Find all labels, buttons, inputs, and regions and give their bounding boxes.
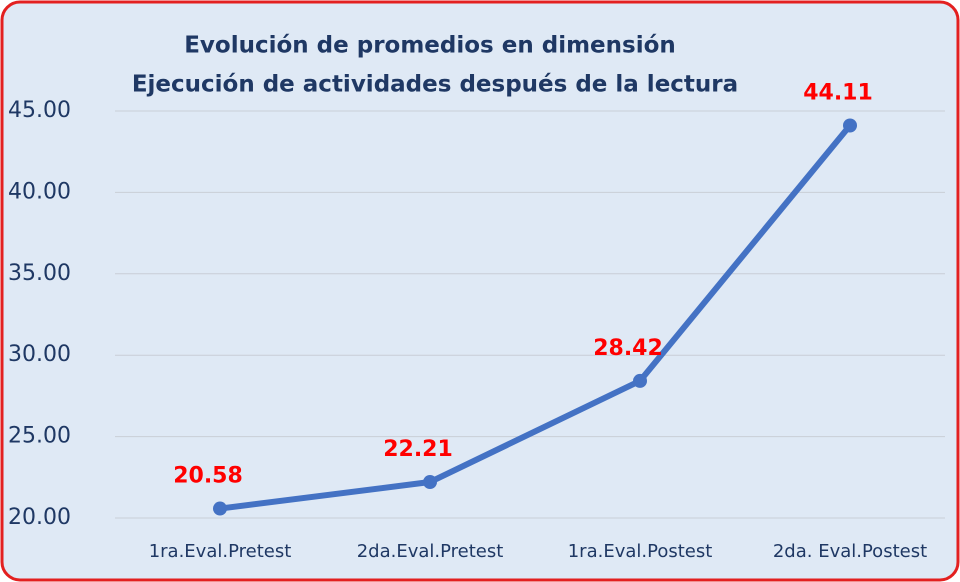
y-tick-label: 30.00 (8, 342, 71, 367)
data-point (843, 118, 857, 133)
data-label: 20.58 (173, 464, 243, 489)
y-tick-label: 20.00 (8, 505, 71, 530)
y-tick-label: 40.00 (8, 179, 71, 204)
data-label: 22.21 (383, 437, 453, 462)
data-label: 28.42 (593, 336, 663, 361)
x-tick-label: 1ra.Eval.Postest (568, 541, 713, 562)
x-tick-label: 2da.Eval.Pretest (357, 541, 504, 562)
data-label: 44.11 (803, 80, 873, 105)
x-tick-label: 1ra.Eval.Pretest (149, 541, 292, 562)
y-tick-label: 35.00 (8, 261, 71, 286)
x-tick-label: 2da. Eval.Postest (773, 541, 927, 562)
data-point (213, 501, 227, 516)
y-tick-label: 45.00 (8, 98, 71, 123)
data-point (633, 373, 647, 388)
data-line (219, 123, 853, 512)
chart-title: Evolución de promedios en dimensión (184, 33, 676, 59)
chart-title: Ejecución de actividades después de la l… (132, 72, 738, 98)
y-tick-label: 25.00 (8, 424, 71, 449)
data-point (423, 475, 437, 490)
